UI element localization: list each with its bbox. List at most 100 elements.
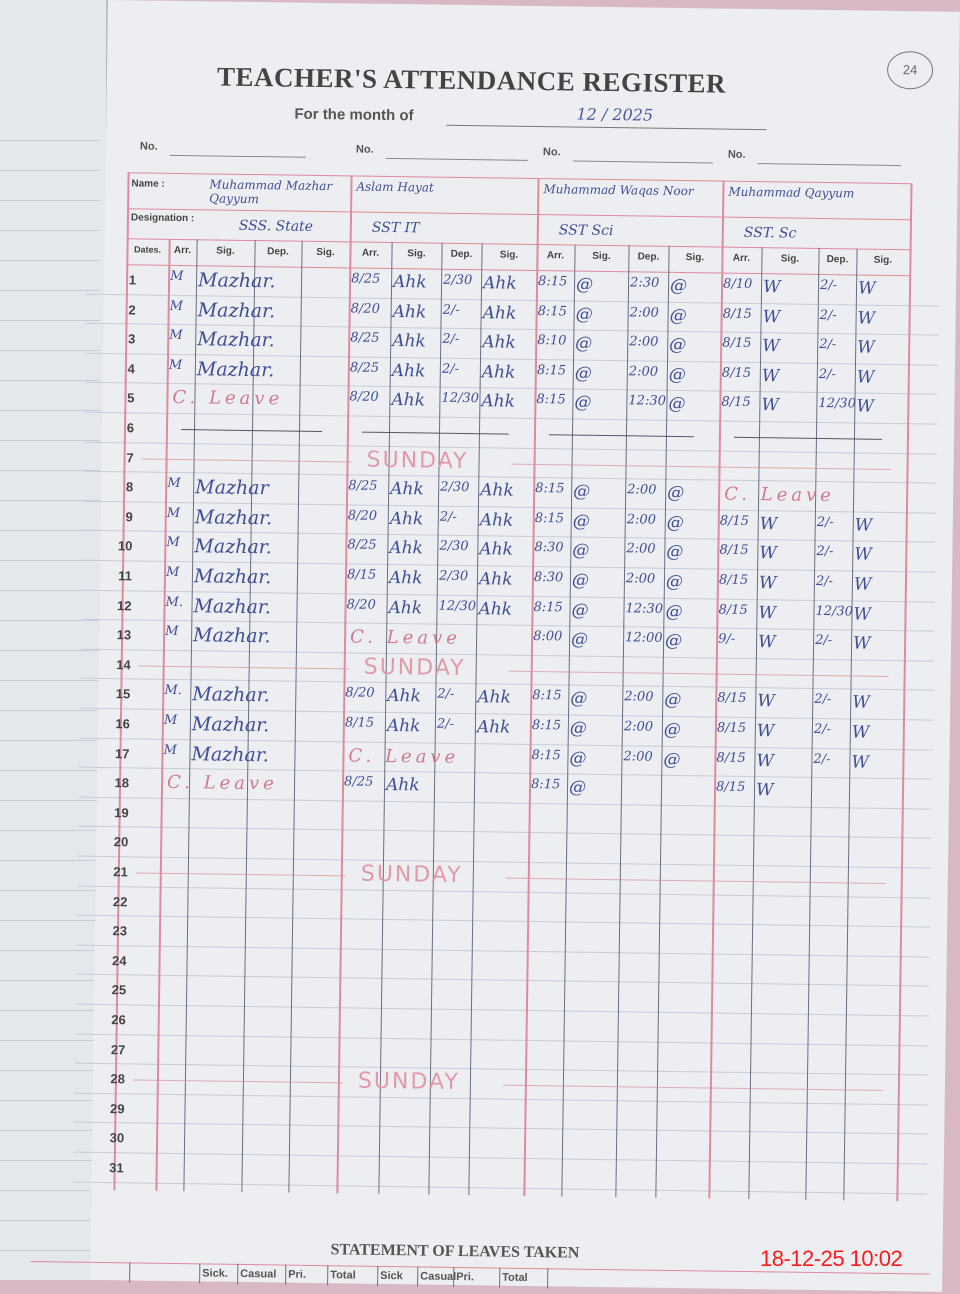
departure-time: 2/30	[443, 272, 473, 289]
blank-day-dash	[548, 434, 694, 438]
arrival-signature: Mazhar.	[197, 269, 276, 293]
no-label: No.	[542, 146, 561, 159]
leaves-column-rule	[237, 1263, 239, 1284]
departure-time: 12:00	[625, 630, 663, 646]
column-header-sig: Sig.	[873, 254, 893, 266]
date-number: 10	[117, 538, 133, 554]
arrival-time: 8/20	[345, 685, 375, 702]
arrival-time: 8/20	[346, 596, 376, 613]
departure-signature: W	[851, 722, 870, 743]
departure-time: 12/30	[441, 391, 480, 407]
departure-time: 2:30	[629, 275, 660, 291]
departure-time: 2:00	[628, 364, 659, 380]
arrival-time: 8/15	[722, 335, 752, 352]
leave-entry: C. Leave	[166, 772, 278, 795]
left-facing-page	[0, 0, 108, 1280]
departure-time: 2/30	[438, 568, 469, 585]
arrival-time: 9/-	[718, 631, 736, 648]
arrival-time: M	[169, 328, 183, 344]
departure-signature: @	[667, 483, 685, 504]
leaves-column-header: Pri.	[288, 1268, 307, 1281]
row-rule	[83, 441, 937, 455]
arrival-time: 8:15	[530, 777, 561, 793]
sunday-marker: SUNDAY	[357, 1068, 460, 1096]
arrival-time: 8/10	[722, 276, 753, 293]
arrival-signature: W	[756, 721, 775, 742]
departure-signature: Ahk	[482, 332, 516, 353]
departure-signature: W	[857, 337, 875, 358]
arrival-signature: W	[759, 513, 778, 535]
arrival-signature: Ahk	[392, 331, 426, 352]
teacher-designation: SST Sci	[558, 222, 614, 240]
column-header-sig: Sig.	[216, 245, 235, 257]
row-rule	[77, 885, 931, 899]
arrival-signature: Mazhar.	[194, 506, 273, 530]
teacher-designation: SST. Sc	[743, 224, 797, 242]
column-header-sig: Sig.	[499, 249, 519, 261]
arrival-signature: @	[570, 688, 588, 710]
departure-time: 2/-	[813, 751, 831, 767]
arrival-time: M	[163, 712, 178, 729]
no-underline	[385, 157, 528, 161]
row-rule	[74, 1092, 928, 1106]
arrival-time: 8/25	[348, 478, 378, 494]
departure-signature: Ahk	[481, 391, 516, 413]
row-rule	[78, 826, 932, 839]
column-header-sig: Sig.	[592, 250, 611, 263]
arrival-signature: Mazhar.	[192, 683, 270, 707]
departure-signature: W	[856, 396, 875, 418]
leaves-column-header: Sick	[380, 1269, 403, 1283]
departure-signature: @	[669, 305, 687, 326]
departure-time: 2/-	[813, 721, 832, 738]
departure-signature: W	[852, 692, 870, 714]
departure-time: 2:00	[625, 571, 656, 587]
date-number: 5	[127, 390, 135, 406]
departure-signature: Ahk	[482, 302, 517, 324]
departure-time: 2:00	[626, 512, 657, 528]
leaves-column-rule	[453, 1266, 455, 1287]
departure-time: 12:30	[628, 393, 667, 410]
arrival-signature: Ahk	[387, 686, 421, 707]
arrival-time: M	[165, 624, 179, 640]
departure-time: 2:00	[624, 689, 654, 706]
date-number: 27	[110, 1041, 126, 1057]
departure-time: 12/30	[438, 598, 477, 614]
departure-signature: W	[851, 752, 870, 773]
departure-time: 2/-	[441, 361, 460, 377]
column-header-arr: Arr.	[173, 244, 192, 257]
departure-time: 2/-	[439, 509, 457, 525]
departure-time: 2:00	[626, 541, 656, 558]
arrival-signature: W	[759, 543, 777, 564]
row-rule	[76, 974, 930, 987]
column-header-dep: Dep.	[637, 251, 660, 263]
departure-time: 2/-	[815, 573, 834, 590]
date-number: 13	[116, 627, 132, 643]
departure-time: 2/-	[816, 514, 834, 530]
date-number: 29	[109, 1100, 125, 1117]
arrival-time: 8/20	[349, 389, 379, 406]
departure-signature: Ahk	[482, 273, 517, 294]
arrival-time: 8:10	[537, 333, 567, 349]
arrival-signature: W	[762, 277, 781, 298]
date-number: 22	[112, 893, 128, 909]
arrival-signature: Mazhar.	[196, 358, 275, 382]
sunday-marker: SUNDAY	[363, 654, 466, 681]
departure-time: 2/-	[819, 277, 838, 294]
arrival-signature: W	[756, 750, 775, 771]
sunday-marker: SUNDAY	[360, 861, 463, 889]
departure-time: 2/-	[819, 337, 837, 353]
sunday-strike	[135, 872, 346, 877]
arrival-signature: W	[762, 306, 781, 328]
departure-time: 2:00	[623, 748, 653, 765]
departure-time: 2/-	[442, 302, 460, 318]
arrival-signature: Ahk	[389, 538, 424, 559]
arrival-time: M	[166, 505, 181, 521]
teacher-name: Muhammad Waqas Noor	[543, 182, 694, 199]
arrival-signature: Mazhar.	[193, 594, 272, 618]
row-rule	[73, 1151, 927, 1165]
departure-signature: @	[668, 364, 686, 385]
arrival-signature: W	[761, 395, 780, 416]
departure-signature: @	[663, 719, 682, 741]
departure-time: 12/30	[818, 396, 857, 412]
departure-signature: W	[854, 544, 872, 566]
